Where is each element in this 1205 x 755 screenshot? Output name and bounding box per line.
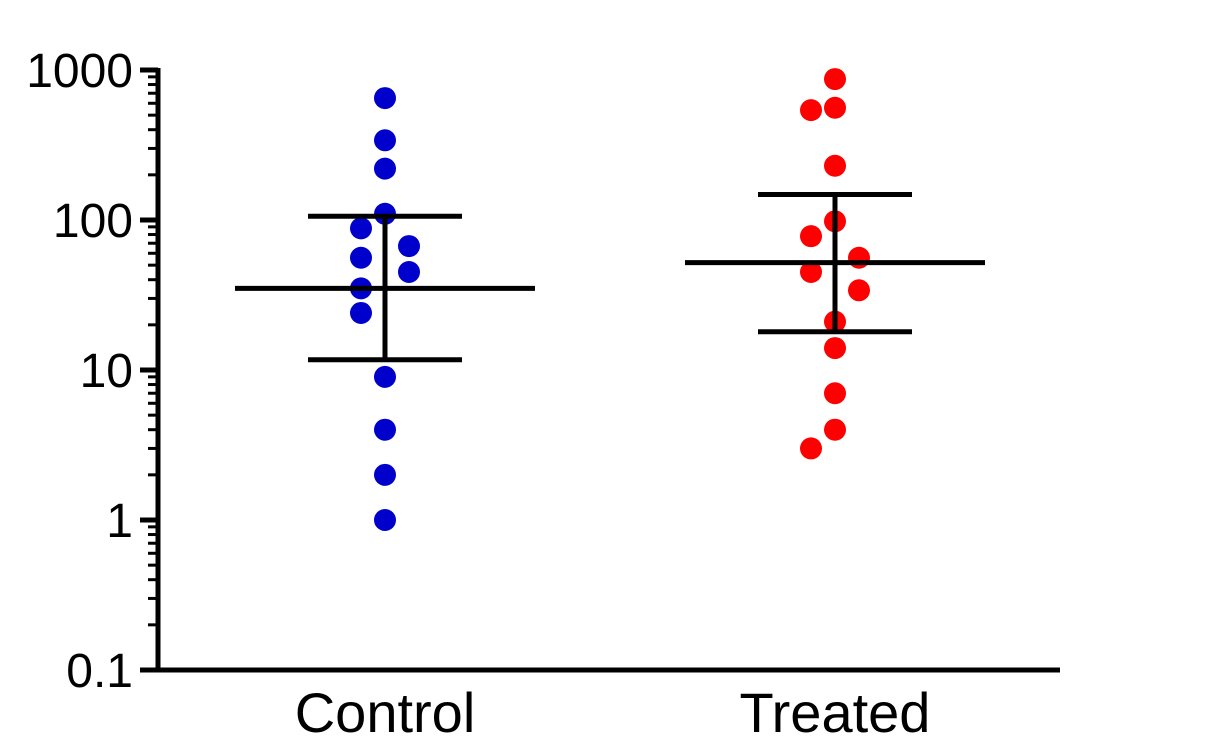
median-iqr-bars (235, 191, 985, 363)
data-point-control (398, 261, 420, 284)
x-category-label: Treated (740, 681, 931, 744)
data-point-treated (824, 337, 846, 360)
y-tick-label: 100 (53, 195, 133, 248)
y-tick-label: 10 (80, 345, 133, 398)
data-point-treated (824, 382, 846, 405)
data-point-control (398, 235, 420, 258)
y-axis-tick-labels: 0.1 1 10 100 1000 (26, 45, 133, 698)
y-axis-major-ticks (140, 67, 158, 673)
x-axis-category-labels: Control Treated (295, 681, 931, 744)
data-points (350, 68, 870, 531)
y-tick-label: 0.1 (66, 645, 133, 698)
x-category-label: Control (295, 681, 476, 744)
data-point-treated (800, 99, 822, 122)
data-point-control (374, 365, 396, 388)
data-point-control (374, 509, 396, 531)
data-point-control (374, 129, 396, 152)
y-tick-label: 1000 (26, 45, 133, 98)
data-point-treated (800, 437, 822, 460)
data-point-control (374, 463, 396, 486)
data-point-treated (800, 261, 822, 284)
y-tick-label: 1 (106, 495, 133, 548)
data-point-treated (848, 246, 870, 269)
data-point-treated (800, 225, 822, 248)
data-point-treated (824, 68, 846, 91)
data-point-control (350, 217, 372, 240)
data-point-treated (848, 279, 870, 302)
data-point-treated (824, 154, 846, 177)
data-point-treated (824, 96, 846, 119)
data-point-control (374, 87, 396, 110)
data-point-control (374, 418, 396, 441)
data-point-treated (824, 418, 846, 441)
data-point-control (374, 157, 396, 180)
data-point-control (350, 246, 372, 269)
data-point-control (350, 301, 372, 324)
